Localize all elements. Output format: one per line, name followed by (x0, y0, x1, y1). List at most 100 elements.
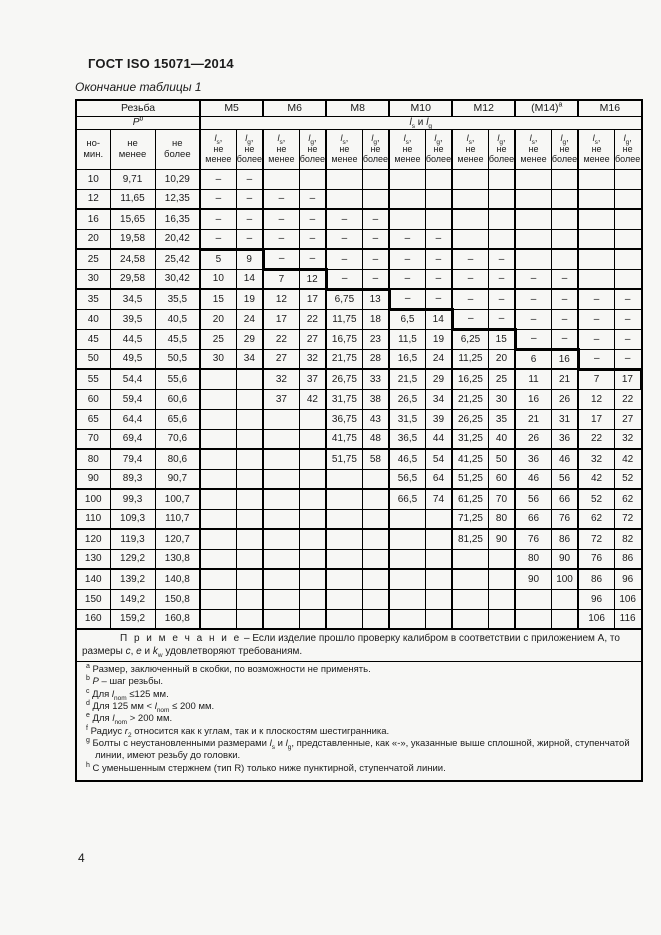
max-length-cell: 90,7 (154, 468, 202, 490)
max-length-cell: 55,6 (154, 368, 202, 390)
min-length-cell: 24,58 (109, 248, 156, 270)
table-header: Резьба M5 M6 M8 M10 M12 (M14)a M16 Pb ls и lg но-м… (75, 99, 643, 170)
lg-value-cell (361, 528, 391, 550)
max-length-cell: 140,8 (154, 568, 202, 590)
lg-value-cell (298, 608, 328, 630)
lg-value-cell: – (235, 168, 265, 190)
size-header-m16: M16 (577, 99, 643, 117)
table-row: 50 49,5 50,5 30 34 27 32 21,75 28 16,5 24 11,25 20 6 1… (75, 347, 643, 370)
ls-value-cell (514, 608, 552, 630)
ls-value-cell (514, 588, 552, 610)
ls-value-cell: 21,75 (325, 348, 363, 370)
min-length-cell: 109,3 (109, 508, 156, 530)
lg-value-cell (613, 248, 643, 270)
thread-column-group-header: Резьба (75, 99, 202, 117)
size-header-m8: M8 (325, 99, 391, 117)
lg-value-cell (361, 588, 391, 610)
ls-value-cell: – (199, 228, 237, 250)
footnote-h: h С уменьшенным стержнем (тип R) только … (86, 761, 446, 774)
ls-value-cell: – (451, 288, 489, 310)
ls-value-cell: 16,5 (388, 348, 426, 370)
lg-value-cell: 42 (613, 448, 643, 470)
max-length-cell: 160,8 (154, 608, 202, 630)
lg-value-cell: 13 (361, 287, 391, 310)
lg-value-cell: 60 (487, 468, 517, 490)
nominal-length-cell: 20 (75, 228, 111, 250)
lg-value-cell: 20 (487, 348, 517, 370)
min-length-cell: 89,3 (109, 468, 156, 490)
ls-value-cell: 11,5 (388, 328, 426, 350)
ls-min-subheader: ls, не менее (577, 128, 615, 170)
ls-value-cell: – (262, 208, 300, 230)
min-length-cell: 44,5 (109, 328, 156, 350)
ls-value-cell: 56 (514, 488, 552, 510)
ls-value-cell: – (514, 288, 552, 310)
ls-value-cell: – (388, 248, 426, 270)
lg-value-cell: – (550, 308, 580, 330)
lg-value-cell (550, 188, 580, 210)
ls-value-cell: 36 (514, 448, 552, 470)
lg-value-cell: 19 (235, 288, 265, 310)
note-row-container: П р и м е ч а н и е – Если изделие прошл… (75, 628, 642, 662)
ls-value-cell: 42 (577, 468, 615, 490)
lg-value-cell: 58 (361, 448, 391, 470)
min-subheader: не менее (109, 128, 156, 170)
ls-value-cell: 26 (514, 428, 552, 450)
lengths-group-header: ls и lg (199, 115, 643, 130)
lg-value-cell: 23 (361, 328, 391, 350)
ls-value-cell: 6,75 (325, 287, 363, 310)
pitch-header: Pb (75, 115, 202, 130)
ls-value-cell (388, 188, 426, 210)
lg-max-subheader: lg, не более (487, 128, 517, 170)
ls-value-cell: – (325, 268, 363, 290)
lg-value-cell: – (613, 348, 643, 370)
ls-value-cell: 16,25 (451, 368, 489, 390)
lg-max-subheader: lg, не более (550, 128, 580, 170)
lg-value-cell: 38 (361, 388, 391, 410)
lg-value-cell (235, 528, 265, 550)
ls-value-cell: 11,75 (325, 308, 363, 330)
lg-value-cell (550, 608, 580, 630)
lg-value-cell: 32 (613, 428, 643, 450)
lg-value-cell (424, 548, 454, 570)
min-length-cell: 64,4 (109, 408, 156, 430)
lg-value-cell (613, 188, 643, 210)
ls-value-cell (577, 248, 615, 270)
lg-value-cell: 82 (613, 528, 643, 550)
ls-value-cell: 6 (514, 347, 552, 370)
ls-value-cell: 72 (577, 528, 615, 550)
ls-value-cell: – (514, 268, 552, 290)
max-length-cell: 110,7 (154, 508, 202, 530)
ls-value-cell (262, 488, 300, 510)
ls-value-cell (199, 588, 237, 610)
lg-value-cell: 25 (487, 368, 517, 390)
lg-value-cell: 29 (235, 328, 265, 350)
ls-value-cell: 36,75 (325, 408, 363, 430)
lg-value-cell (235, 448, 265, 470)
table-row: 110 109,3 110,7 71,25 80 66 76 62 72 (75, 508, 643, 530)
lg-value-cell (487, 168, 517, 190)
lg-value-cell (235, 428, 265, 450)
ls-value-cell: 71,25 (451, 508, 489, 530)
ls-value-cell: 31,75 (325, 388, 363, 410)
lg-value-cell: 18 (361, 308, 391, 330)
lg-value-cell: 50 (487, 448, 517, 470)
nominal-length-cell: 12 (75, 188, 111, 210)
max-length-cell: 130,8 (154, 548, 202, 570)
lg-value-cell (550, 168, 580, 190)
lg-value-cell: – (613, 308, 643, 330)
ls-value-cell: 62 (577, 508, 615, 530)
lg-max-subheader: lg, не более (424, 128, 454, 170)
lg-value-cell: – (424, 288, 454, 310)
size-header-m10: M10 (388, 99, 454, 117)
ls-value-cell (262, 428, 300, 450)
table-caption: Окончание таблицы 1 (75, 80, 202, 94)
lg-value-cell (298, 528, 328, 550)
lg-value-cell: 14 (424, 307, 454, 330)
table-row: 12 11,65 12,35– – – – (75, 188, 643, 210)
lg-value-cell: – (424, 228, 454, 250)
footnote-g: g Болты с неустановленными размерами ls … (86, 736, 630, 762)
ls-value-cell: 66 (514, 508, 552, 530)
lg-value-cell: 15 (487, 327, 517, 350)
lg-value-cell: – (361, 268, 391, 290)
